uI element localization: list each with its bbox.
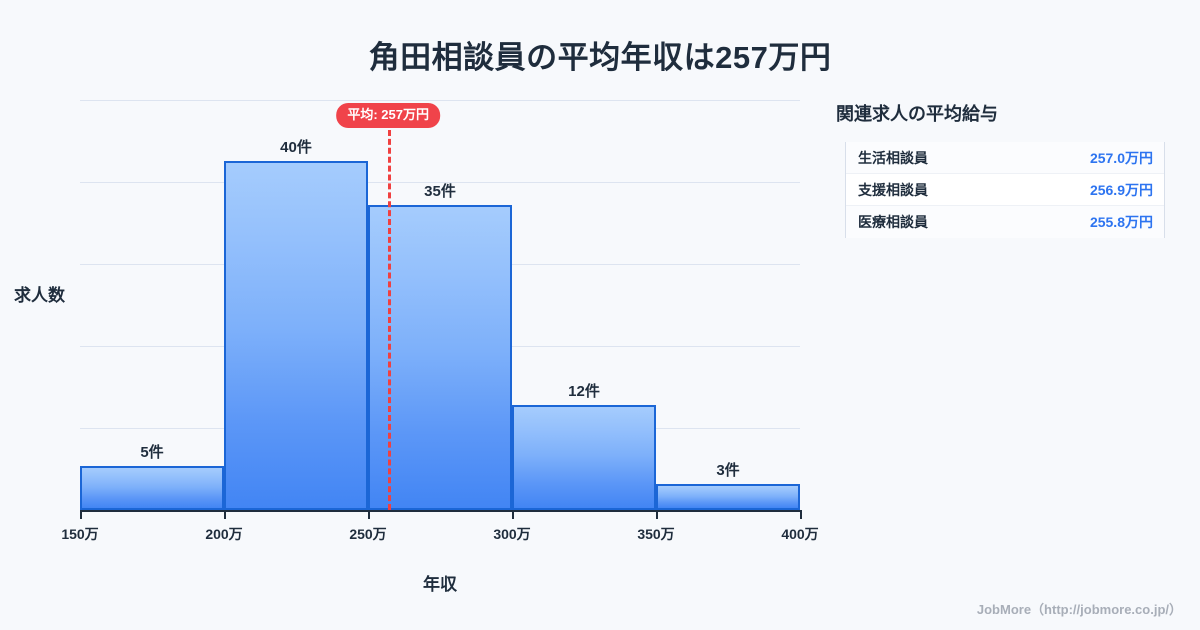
bar-value-label: 12件: [568, 383, 600, 401]
histogram-bar[interactable]: [656, 483, 800, 510]
table-row[interactable]: 医療相談員 255.8万円: [846, 206, 1164, 238]
job-title-label: 支援相談員: [858, 181, 928, 198]
gridline: [80, 182, 800, 183]
salary-value: 257.0万円: [1089, 149, 1153, 166]
x-axis-tick: [800, 510, 802, 519]
related-salary-title: 関連求人の平均給与: [836, 104, 998, 124]
bar-value-label: 3件: [716, 461, 740, 479]
x-axis-tick-label: 250万: [349, 526, 387, 542]
x-axis-tick-label: 400万: [781, 526, 819, 542]
y-axis-title: 求人数: [14, 286, 65, 305]
x-axis-tick-label: 300万: [493, 526, 531, 542]
bar-value-label: 5件: [140, 444, 164, 462]
x-axis-tick-label: 200万: [205, 526, 243, 542]
average-badge: 平均: 257万円: [336, 103, 440, 128]
table-row[interactable]: 生活相談員 257.0万円: [846, 142, 1164, 174]
table-row[interactable]: 支援相談員 256.9万円: [846, 174, 1164, 206]
average-line: [388, 130, 392, 510]
x-axis-tick-label: 350万: [637, 526, 675, 542]
salary-value: 255.8万円: [1089, 214, 1153, 230]
bar-value-label: 35件: [424, 182, 456, 200]
x-axis-tick: [80, 510, 82, 519]
histogram-bar[interactable]: [80, 466, 224, 510]
footer-attribution: JobMore（http://jobmore.co.jp/）: [976, 602, 1182, 617]
x-axis-tick: [368, 510, 370, 519]
x-axis-tick-label: 150万: [61, 526, 99, 542]
x-axis-line: [80, 510, 800, 512]
x-axis-tick: [656, 510, 658, 519]
bar-value-label: 40件: [280, 139, 312, 157]
histogram-bar[interactable]: [224, 161, 368, 510]
related-salary-table: 生活相談員 257.0万円 支援相談員 256.9万円 医療相談員 255.8万…: [845, 142, 1165, 238]
related-salary-panel: 関連求人の平均給与 生活相談員 257.0万円 支援相談員 256.9万円 医療…: [836, 100, 1166, 238]
salary-value: 256.9万円: [1089, 181, 1153, 198]
x-axis-title: 年収: [423, 575, 457, 594]
gridline: [80, 100, 800, 101]
histogram-bar[interactable]: [512, 405, 656, 510]
page-title: 角田相談員の平均年収は257万円: [368, 40, 832, 75]
job-title-label: 医療相談員: [858, 214, 928, 230]
job-title-label: 生活相談員: [858, 149, 928, 166]
histogram-bar[interactable]: [368, 204, 512, 510]
x-axis-tick: [512, 510, 514, 519]
x-axis-tick: [224, 510, 226, 519]
